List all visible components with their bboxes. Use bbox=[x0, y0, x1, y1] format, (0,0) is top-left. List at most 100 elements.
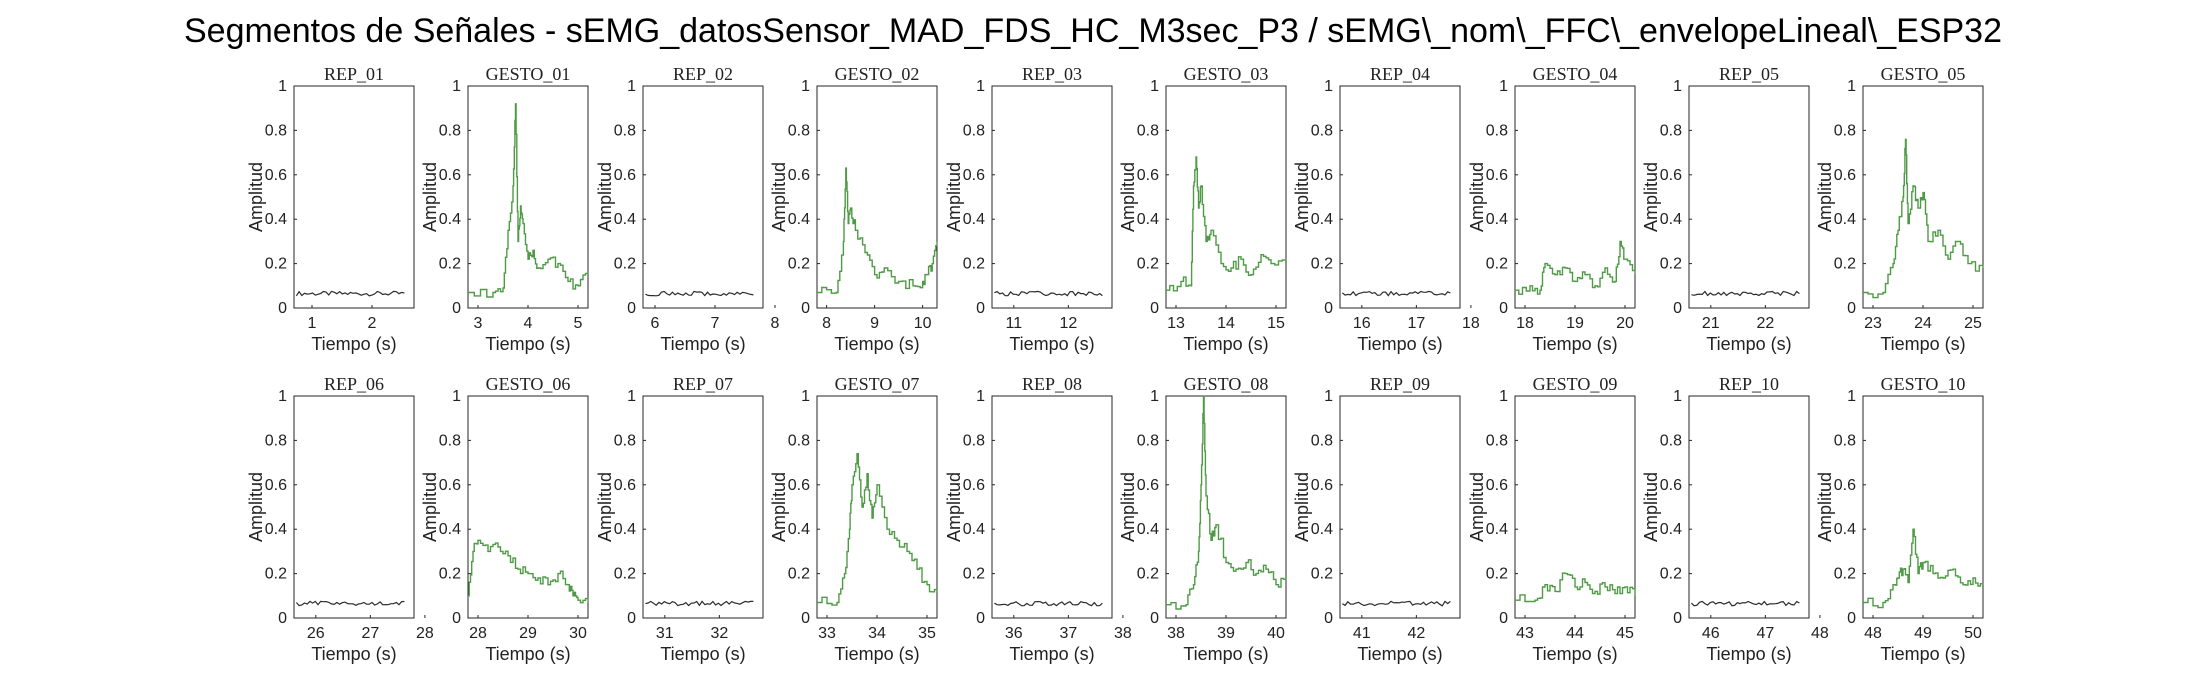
subplot-title: GESTO_01 bbox=[486, 64, 571, 84]
x-axis-label: Tiempo (s) bbox=[1706, 644, 1791, 664]
subplot-title: REP_07 bbox=[673, 374, 733, 394]
subplot-gesto-10: 0 0.2 0.4 0.6 0.8 1 48 49 50 GESTO_10 Tiempo (s) Am… bbox=[1815, 374, 1984, 664]
y-tick-label: 0.8 bbox=[614, 122, 636, 139]
plot-frame bbox=[1688, 395, 1810, 619]
y-axis-label: Amplitud bbox=[769, 472, 789, 542]
y-tick-label: 0.8 bbox=[265, 122, 287, 139]
subplot-title: REP_09 bbox=[1370, 374, 1430, 394]
x-axis-label: Tiempo (s) bbox=[1009, 334, 1094, 354]
x-tick-label: 19 bbox=[1566, 315, 1584, 332]
signal-line bbox=[645, 600, 754, 607]
y-tick-label: 0.4 bbox=[1486, 211, 1508, 228]
y-tick-label: 0.2 bbox=[1486, 256, 1508, 273]
x-tick-label: 50 bbox=[1964, 625, 1982, 642]
y-tick-label: 0.2 bbox=[439, 566, 461, 583]
x-tick-label: 38 bbox=[1167, 625, 1185, 642]
x-tick-label: 27 bbox=[361, 625, 379, 642]
y-tick-label: 0.6 bbox=[1311, 477, 1333, 494]
y-tick-label: 0.6 bbox=[1660, 167, 1682, 184]
y-tick-label: 0.4 bbox=[1137, 521, 1159, 538]
x-tick-label: 41 bbox=[1353, 625, 1371, 642]
y-tick-label: 0.8 bbox=[1486, 122, 1508, 139]
y-tick-label: 0.6 bbox=[614, 477, 636, 494]
x-tick-label: 24 bbox=[1914, 315, 1932, 332]
subplot-gesto-05: 0 0.2 0.4 0.6 0.8 1 23 24 25 GESTO_05 Tiempo (s) Am… bbox=[1815, 64, 1984, 354]
x-tick-label: 36 bbox=[1005, 625, 1023, 642]
subplot-title: GESTO_03 bbox=[1184, 64, 1269, 84]
plot-frame bbox=[816, 395, 938, 619]
y-axis-label: Amplitud bbox=[1641, 472, 1661, 542]
y-axis-label: Amplitud bbox=[595, 472, 615, 542]
y-tick-label: 1 bbox=[627, 388, 636, 405]
signal-line bbox=[1691, 290, 1800, 297]
y-tick-label: 1 bbox=[801, 78, 810, 95]
x-axis-label: Tiempo (s) bbox=[1183, 644, 1268, 664]
x-tick-label: 2 bbox=[368, 315, 377, 332]
x-tick-label: 48 bbox=[1811, 625, 1829, 642]
x-tick-label: 34 bbox=[868, 625, 886, 642]
subplot-title: GESTO_09 bbox=[1533, 374, 1618, 394]
x-tick-label: 18 bbox=[1462, 315, 1480, 332]
signal-line bbox=[468, 539, 589, 604]
y-tick-label: 0.2 bbox=[265, 566, 287, 583]
x-tick-label: 33 bbox=[818, 625, 836, 642]
x-axis-label: Tiempo (s) bbox=[1357, 334, 1442, 354]
x-axis-label: Tiempo (s) bbox=[1532, 644, 1617, 664]
plot-frame bbox=[467, 395, 589, 619]
y-tick-label: 0 bbox=[452, 610, 461, 627]
x-tick-label: 48 bbox=[1864, 625, 1882, 642]
x-tick-label: 44 bbox=[1566, 625, 1584, 642]
y-tick-label: 1 bbox=[1324, 78, 1333, 95]
x-tick-label: 32 bbox=[710, 625, 728, 642]
subplot-rep-08: 0 0.2 0.4 0.6 0.8 1 36 37 38 REP_08 Tiempo (s) Ampl… bbox=[944, 374, 1132, 664]
y-tick-label: 0 bbox=[1847, 610, 1856, 627]
subplot-rep-01: 0 0.2 0.4 0.6 0.8 1 1 2 REP_01 Tiempo (s) Amplitud bbox=[246, 64, 415, 354]
x-tick-label: 17 bbox=[1407, 315, 1425, 332]
y-axis-label: Amplitud bbox=[246, 472, 266, 542]
y-tick-label: 0.4 bbox=[1834, 211, 1856, 228]
y-tick-label: 1 bbox=[278, 78, 287, 95]
x-tick-label: 39 bbox=[1217, 625, 1235, 642]
x-tick-label: 13 bbox=[1167, 315, 1185, 332]
subplot-title: REP_04 bbox=[1370, 64, 1430, 84]
x-axis-label: Tiempo (s) bbox=[1183, 334, 1268, 354]
y-tick-label: 0 bbox=[1499, 300, 1508, 317]
x-axis-label: Tiempo (s) bbox=[311, 334, 396, 354]
y-tick-label: 0 bbox=[1499, 610, 1508, 627]
y-tick-label: 0.6 bbox=[1834, 167, 1856, 184]
x-tick-label: 37 bbox=[1059, 625, 1077, 642]
x-tick-label: 22 bbox=[1756, 315, 1774, 332]
x-tick-label: 43 bbox=[1516, 625, 1534, 642]
x-tick-label: 14 bbox=[1217, 315, 1235, 332]
x-tick-label: 9 bbox=[870, 315, 879, 332]
y-tick-label: 1 bbox=[976, 78, 985, 95]
signal-line bbox=[1342, 290, 1451, 297]
x-tick-label: 18 bbox=[1516, 315, 1534, 332]
y-tick-label: 0.2 bbox=[963, 566, 985, 583]
y-tick-label: 0.4 bbox=[1311, 211, 1333, 228]
x-axis-label: Tiempo (s) bbox=[1706, 334, 1791, 354]
x-tick-label: 26 bbox=[307, 625, 325, 642]
y-tick-label: 0.6 bbox=[614, 167, 636, 184]
y-tick-label: 0.6 bbox=[1137, 477, 1159, 494]
y-tick-label: 0.2 bbox=[788, 566, 810, 583]
y-tick-label: 0.6 bbox=[1486, 477, 1508, 494]
y-tick-label: 0.4 bbox=[1834, 521, 1856, 538]
y-axis-label: Amplitud bbox=[595, 162, 615, 232]
subplot-gesto-06: 0 0.2 0.4 0.6 0.8 1 28 29 30 GESTO_06 Tiempo (s) Am… bbox=[420, 374, 589, 664]
plot-frame bbox=[293, 85, 415, 309]
subplot-rep-05: 0 0.2 0.4 0.6 0.8 1 21 22 REP_05 Tiempo (s) Amplit… bbox=[1641, 64, 1810, 354]
plot-frame bbox=[467, 85, 589, 309]
y-tick-label: 1 bbox=[1499, 78, 1508, 95]
y-tick-label: 0 bbox=[801, 300, 810, 317]
y-tick-label: 1 bbox=[976, 388, 985, 405]
y-tick-label: 0.4 bbox=[963, 521, 985, 538]
x-tick-label: 11 bbox=[1006, 315, 1023, 332]
subplot-rep-06: 0 0.2 0.4 0.6 0.8 1 26 27 28 REP_06 Tiempo (s) Ampl… bbox=[246, 374, 434, 664]
x-tick-label: 5 bbox=[574, 315, 583, 332]
signal-line bbox=[1690, 600, 1800, 607]
y-tick-label: 0.6 bbox=[1137, 167, 1159, 184]
y-tick-label: 0.8 bbox=[1660, 432, 1682, 449]
signal-line bbox=[295, 600, 405, 607]
x-tick-label: 23 bbox=[1864, 315, 1882, 332]
